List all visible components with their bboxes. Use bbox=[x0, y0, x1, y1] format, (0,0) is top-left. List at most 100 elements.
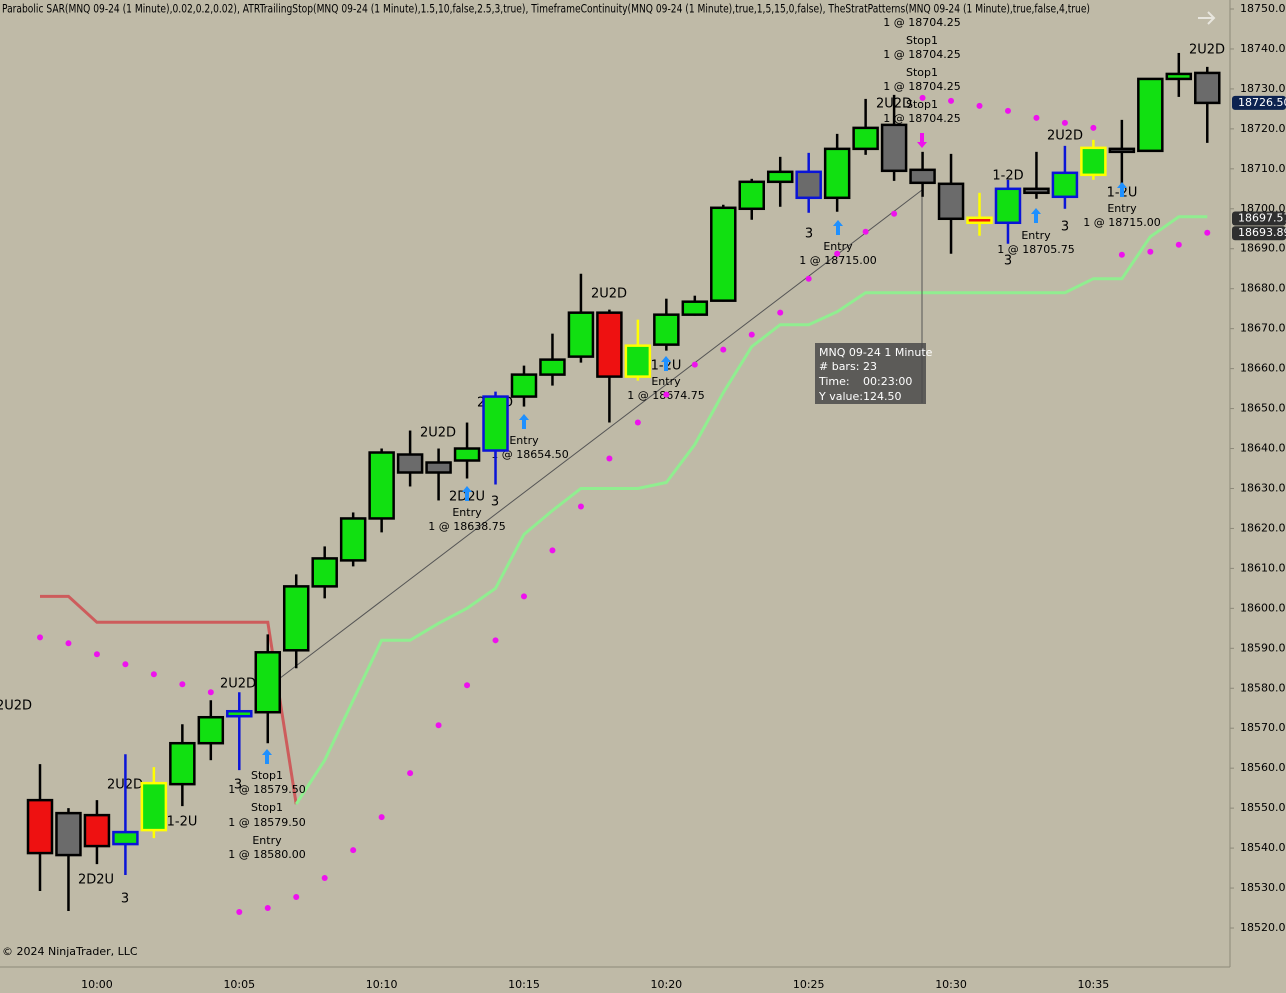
candle-body bbox=[311, 557, 338, 588]
candle-body bbox=[1194, 71, 1221, 105]
x-tick-label: 10:30 bbox=[935, 978, 967, 991]
candle-body bbox=[852, 126, 879, 151]
price-marker-label: 18693.89 bbox=[1238, 226, 1286, 239]
sar-dot bbox=[264, 905, 271, 912]
sar-dot bbox=[492, 637, 499, 644]
annotation: 1 @ 18715.00 bbox=[799, 254, 876, 267]
sar-dot bbox=[919, 94, 926, 101]
atr-line bbox=[40, 594, 298, 805]
candle-body bbox=[738, 180, 765, 211]
annotation: Entry bbox=[1021, 229, 1051, 242]
sar-dot bbox=[691, 361, 698, 368]
candle-body bbox=[681, 300, 709, 316]
x-tick-label: 10:05 bbox=[223, 978, 255, 991]
sar-dot bbox=[748, 331, 755, 338]
candle-body bbox=[909, 168, 936, 185]
candle-body bbox=[624, 344, 652, 378]
y-tick-label: 18650.00 bbox=[1240, 402, 1286, 415]
tooltip-value: 23 bbox=[863, 360, 877, 373]
y-tick-label: 18520.00 bbox=[1240, 921, 1286, 934]
sar-dot bbox=[1204, 229, 1211, 236]
y-tick-label: 18590.00 bbox=[1240, 641, 1286, 654]
sar-dot bbox=[1118, 251, 1125, 258]
y-tick-label: 18690.00 bbox=[1240, 242, 1286, 255]
candle-body bbox=[653, 313, 680, 346]
sar-dot bbox=[976, 102, 983, 109]
price-marker bbox=[1232, 226, 1286, 241]
copyright: © 2024 NinjaTrader, LLC bbox=[2, 945, 138, 958]
sar-dot bbox=[549, 547, 556, 554]
annotation: 3 bbox=[805, 227, 813, 242]
y-tick-label: 18540.00 bbox=[1240, 841, 1286, 854]
candle-body bbox=[994, 187, 1022, 225]
tooltip-box bbox=[815, 343, 926, 404]
candle-body bbox=[282, 585, 310, 652]
entry-arrow bbox=[262, 749, 272, 764]
sar-dot bbox=[891, 210, 898, 217]
candle-body bbox=[823, 147, 851, 200]
sar-dot bbox=[805, 275, 812, 282]
annotation: 3 bbox=[1004, 254, 1012, 269]
annotation: 1 @ 18704.25 bbox=[883, 48, 960, 61]
sar-dot bbox=[321, 875, 328, 882]
exit-arrow bbox=[917, 133, 927, 148]
sar-dot bbox=[378, 814, 385, 821]
candle-body bbox=[140, 781, 168, 832]
price-marker bbox=[1232, 95, 1286, 110]
sar-dot bbox=[577, 503, 584, 510]
sar-dot bbox=[777, 309, 784, 316]
tooltip: MNQ 09-24 1 Minute# bars: 23 Time: 00:23:00… bbox=[815, 343, 933, 404]
annotation: 2U2D bbox=[1189, 43, 1225, 58]
y-tick-label: 18580.00 bbox=[1240, 681, 1286, 694]
sar-dot bbox=[1033, 114, 1040, 121]
y-tick-label: 18620.00 bbox=[1240, 521, 1286, 534]
tooltip-key: Time: bbox=[818, 375, 850, 388]
candle-body bbox=[966, 216, 993, 225]
tooltip-key: # bars: bbox=[819, 360, 859, 373]
candle-body bbox=[368, 451, 395, 520]
candle-body bbox=[710, 206, 737, 302]
sar-dot bbox=[948, 97, 955, 104]
annotation: 2U2D bbox=[420, 426, 456, 441]
candle-body bbox=[112, 830, 139, 846]
annotation: 2U2D bbox=[591, 287, 627, 302]
sar-dot bbox=[862, 228, 869, 235]
candle-body bbox=[482, 395, 509, 452]
annotation: 1-2U bbox=[167, 815, 198, 830]
entry-arrow bbox=[1031, 208, 1041, 223]
entry-arrow bbox=[462, 486, 472, 501]
candle-body bbox=[453, 447, 481, 462]
sar-dot bbox=[435, 722, 442, 729]
atr-line bbox=[294, 215, 1208, 805]
scroll-arrow[interactable] bbox=[1198, 11, 1216, 25]
candle-body bbox=[226, 709, 253, 718]
sar-dot bbox=[1090, 124, 1097, 131]
candle-body bbox=[937, 182, 965, 221]
candle-body bbox=[254, 651, 282, 714]
sar-dot bbox=[37, 634, 43, 641]
sar-dot bbox=[236, 909, 243, 916]
annotation: Entry bbox=[823, 240, 853, 253]
annotation: Entry bbox=[252, 834, 282, 847]
annotation: 1-2D bbox=[992, 169, 1023, 184]
y-tick-label: 18730.00 bbox=[1240, 82, 1286, 95]
annotation: 3 bbox=[234, 778, 242, 793]
sar-dot bbox=[1061, 119, 1068, 126]
x-tick-label: 10:00 bbox=[81, 978, 113, 991]
candle-body bbox=[510, 373, 538, 398]
x-tick-label: 10:20 bbox=[650, 978, 682, 991]
sar-dot bbox=[606, 455, 613, 462]
candle-body bbox=[339, 517, 367, 562]
candle-body bbox=[1023, 187, 1050, 195]
price-marker-label: 18726.50 bbox=[1238, 96, 1286, 109]
sar-dot bbox=[207, 689, 214, 696]
tooltip-key: Y value: bbox=[818, 390, 863, 403]
candle-body bbox=[1165, 72, 1193, 81]
annotation: Entry bbox=[509, 434, 539, 447]
sar-dot bbox=[293, 894, 300, 901]
annotation: 2U2D bbox=[0, 699, 32, 714]
candle-body bbox=[197, 715, 225, 745]
